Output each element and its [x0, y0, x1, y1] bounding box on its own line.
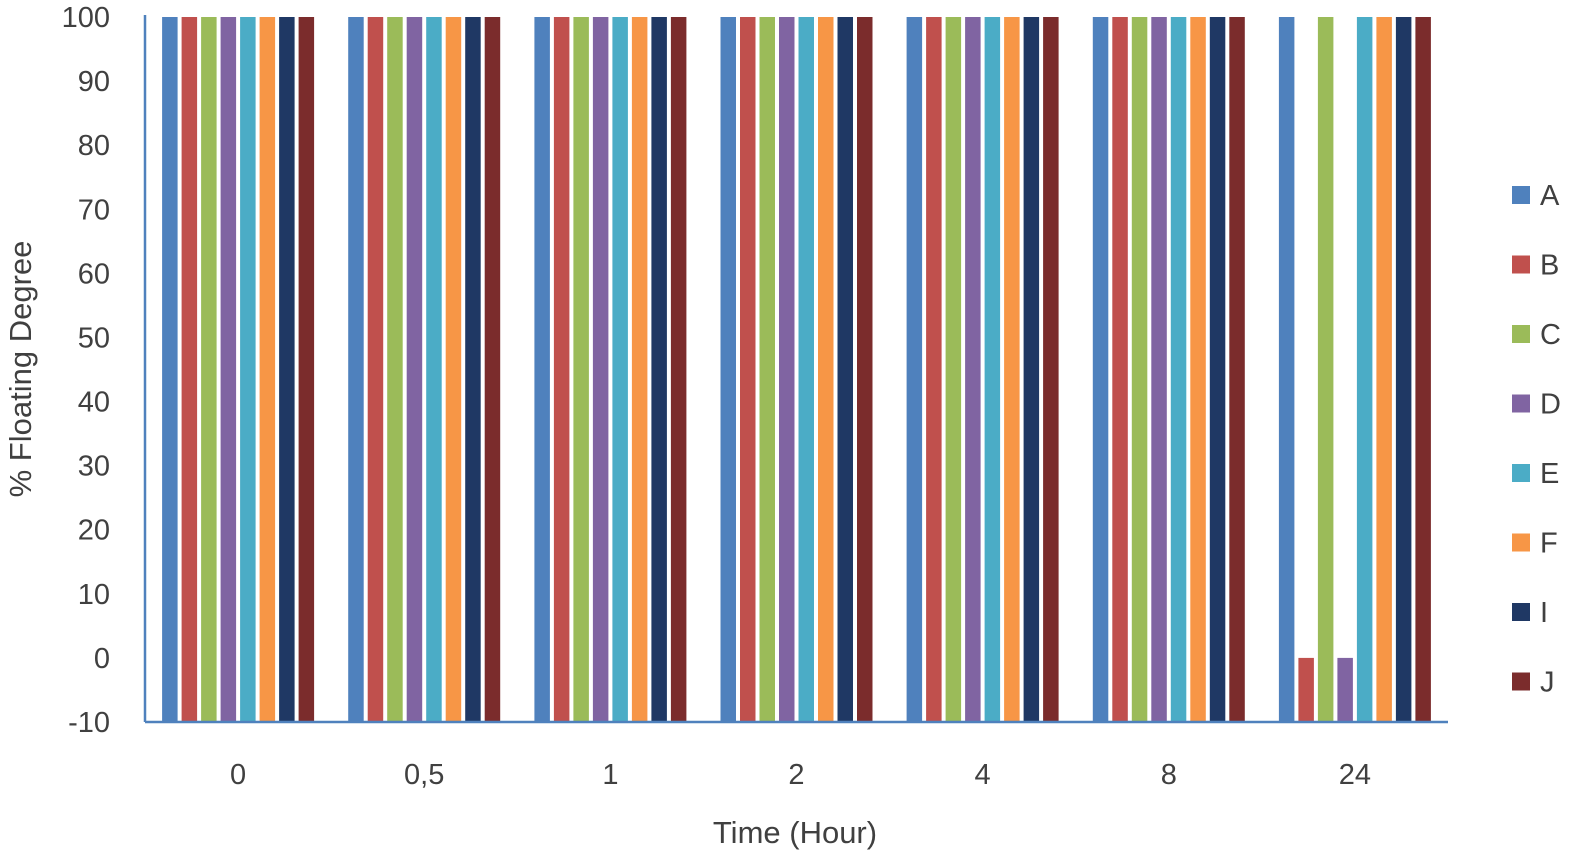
- legend-swatch-A: [1512, 186, 1530, 204]
- bar-F-0: [259, 17, 276, 722]
- y-tick-label: 70: [78, 194, 110, 226]
- x-tick-label: 0: [230, 759, 246, 791]
- bar-E-24: [1356, 17, 1373, 722]
- bar-I-0,5: [465, 17, 481, 722]
- legend-swatch-I: [1512, 603, 1530, 621]
- bar-B-0,5: [367, 17, 384, 722]
- legend-swatch-J: [1512, 672, 1530, 691]
- legend-label-J: J: [1540, 667, 1555, 699]
- x-tick-labels: 0 0,5 1 2 4 8 24: [230, 759, 1371, 791]
- bars-group: [162, 17, 1431, 722]
- legend-swatch-C: [1512, 325, 1530, 343]
- bar-E-1: [612, 17, 628, 722]
- bar-E-0: [240, 17, 256, 722]
- bar-E-0,5: [426, 17, 442, 722]
- legend-label-B: B: [1540, 250, 1559, 282]
- y-tick-label: 100: [62, 2, 110, 34]
- y-axis-title: % Floating Degree: [3, 241, 38, 498]
- bar-C-2: [759, 17, 775, 722]
- y-tick-label: 60: [78, 258, 110, 290]
- y-tick-label: 10: [78, 579, 110, 611]
- legend-label-D: D: [1540, 389, 1561, 421]
- x-tick-label: 0,5: [404, 759, 444, 791]
- bar-F-2: [818, 17, 834, 722]
- bar-F-24: [1376, 17, 1392, 722]
- bar-J-0,5: [484, 17, 501, 722]
- bar-C-4: [945, 17, 962, 722]
- y-tick-label: 0: [94, 643, 110, 675]
- legend-label-F: F: [1540, 528, 1558, 560]
- axes-group: [143, 15, 1448, 724]
- bar-J-1: [670, 17, 687, 722]
- x-tick-label: 1: [602, 759, 618, 791]
- bar-F-1: [631, 17, 648, 722]
- bar-A-2: [720, 17, 736, 722]
- bar-A-0,5: [348, 17, 364, 722]
- y-tick-label: 90: [78, 66, 110, 98]
- bar-C-0: [201, 17, 217, 722]
- legend-swatch-F: [1512, 533, 1530, 552]
- bar-F-0,5: [445, 17, 462, 722]
- legend-swatch-D: [1512, 394, 1530, 413]
- y-tick-label: 20: [78, 515, 110, 547]
- x-tick-label: 2: [788, 759, 804, 791]
- bar-C-24: [1317, 17, 1334, 722]
- y-tick-label: -10: [68, 707, 110, 739]
- bar-F-4: [1004, 17, 1020, 722]
- bar-A-0: [162, 17, 178, 722]
- bar-D-0,5: [406, 17, 423, 722]
- bar-J-8: [1229, 17, 1245, 722]
- bar-A-4: [906, 17, 923, 722]
- bar-D-1: [592, 17, 609, 722]
- bar-B-1: [553, 17, 570, 722]
- legend-label-C: C: [1540, 319, 1561, 351]
- x-tick-label: 8: [1161, 759, 1177, 791]
- bar-I-2: [837, 17, 853, 722]
- bar-A-24: [1278, 17, 1295, 722]
- bar-A-8: [1092, 17, 1109, 722]
- bar-B-8: [1112, 17, 1128, 722]
- bar-J-4: [1043, 17, 1059, 722]
- bar-B-2: [740, 17, 756, 722]
- bar-I-24: [1395, 17, 1412, 722]
- y-tick-label: 80: [78, 130, 110, 162]
- bar-J-24: [1415, 17, 1431, 722]
- bar-I-4: [1023, 17, 1040, 722]
- bar-E-8: [1170, 17, 1187, 722]
- bar-I-0: [279, 17, 295, 722]
- bar-C-0,5: [387, 17, 403, 722]
- bar-E-2: [798, 17, 814, 722]
- y-tick-label: 30: [78, 451, 110, 483]
- legend-label-A: A: [1540, 180, 1560, 212]
- bar-B-4: [926, 17, 942, 722]
- legend-swatch-B: [1512, 255, 1530, 274]
- y-tick-label: 50: [78, 323, 110, 355]
- bar-D-2: [779, 17, 795, 722]
- bar-J-2: [857, 17, 873, 722]
- bar-J-0: [298, 17, 315, 722]
- x-axis-title: Time (Hour): [713, 815, 877, 850]
- legend: A B C D E F I J: [1512, 180, 1561, 699]
- bar-F-8: [1190, 17, 1206, 722]
- legend-label-E: E: [1540, 458, 1559, 490]
- bar-C-8: [1131, 17, 1148, 722]
- bar-C-1: [573, 17, 589, 722]
- bar-B-24: [1298, 657, 1314, 722]
- legend-label-I: I: [1540, 597, 1548, 629]
- x-tick-label: 4: [975, 759, 991, 791]
- bar-I-1: [651, 17, 667, 722]
- y-tick-label: 40: [78, 387, 110, 419]
- legend-swatch-E: [1512, 464, 1530, 482]
- bar-D-4: [965, 17, 981, 722]
- bar-I-8: [1209, 17, 1226, 722]
- bar-B-0: [181, 17, 198, 722]
- bar-A-1: [534, 17, 550, 722]
- x-tick-label: 24: [1339, 759, 1371, 791]
- bar-D-0: [220, 17, 237, 722]
- bar-E-4: [984, 17, 1001, 722]
- bar-D-24: [1337, 657, 1353, 722]
- bar-D-8: [1151, 17, 1167, 722]
